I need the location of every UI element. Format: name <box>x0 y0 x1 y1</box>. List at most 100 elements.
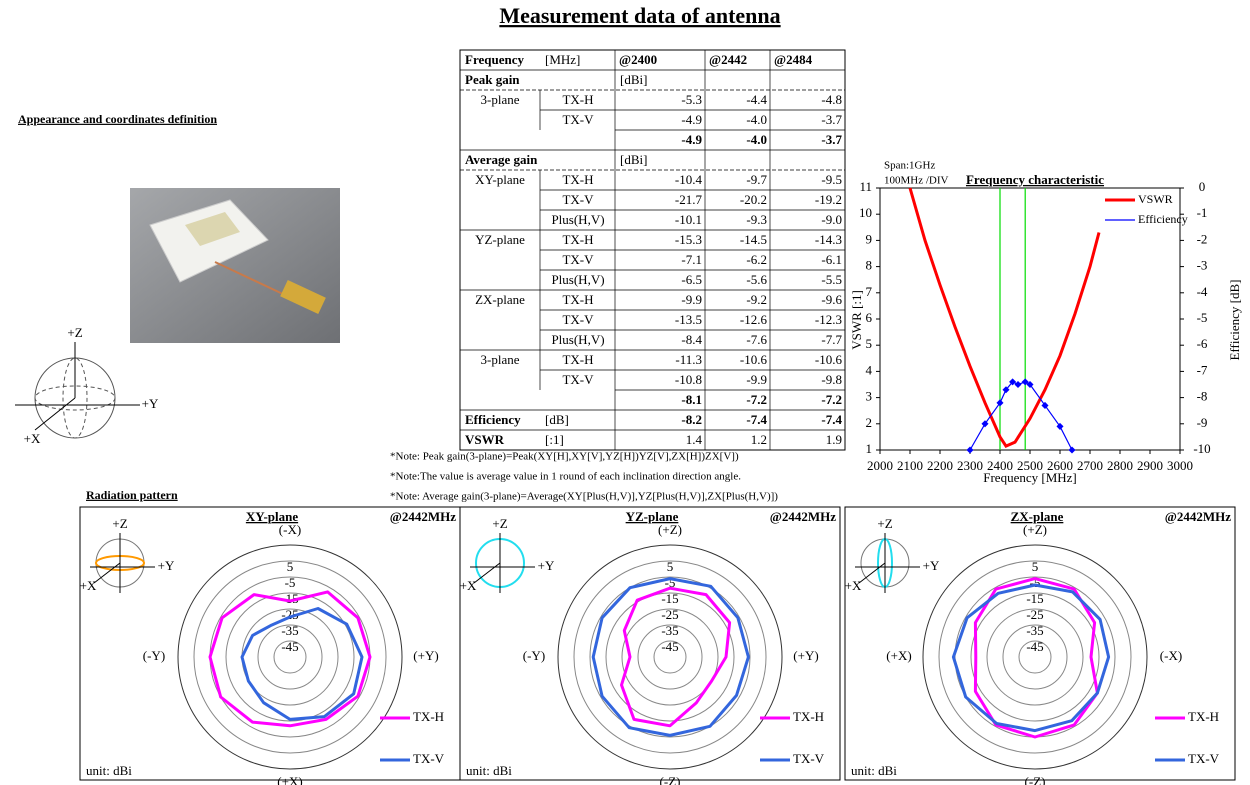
row-unit: [MHz] <box>545 52 580 67</box>
note: *Note:The value is average value in 1 ro… <box>390 471 741 483</box>
plot-frame <box>880 188 1180 450</box>
table-cell: -3.7 <box>821 112 842 127</box>
direction-label: (-X) <box>279 522 301 537</box>
row-type: TX-H <box>562 172 593 187</box>
table-cell: -6.2 <box>746 252 767 267</box>
table-cell: -15.3 <box>675 232 702 247</box>
table-cell: -4.8 <box>821 92 842 107</box>
r-tick-label: -35 <box>661 623 678 638</box>
table-cell: -3.7 <box>821 132 842 147</box>
table-cell: -7.4 <box>821 412 842 427</box>
table-cell: -7.2 <box>746 392 767 407</box>
table-cell: -11.3 <box>675 352 702 367</box>
y2-tick-label: -5 <box>1197 310 1208 325</box>
r-tick-label: -25 <box>1026 607 1043 622</box>
icon-label: +Z <box>492 516 507 531</box>
row-group: 3-plane <box>481 92 520 107</box>
direction-label: (-Z) <box>660 774 681 785</box>
unit-label: unit: dBi <box>466 763 512 778</box>
legend-label: TX-H <box>1188 709 1219 724</box>
table-cell: -5.3 <box>681 92 702 107</box>
table-cell: -10.6 <box>740 352 768 367</box>
r-tick-label: -15 <box>661 591 678 606</box>
r-tick-label: -25 <box>661 607 678 622</box>
table-cell: @2442 <box>709 52 747 67</box>
icon-label: +Y <box>923 558 940 573</box>
row-unit: [dBi] <box>620 152 647 167</box>
y2-tick-label: -1 <box>1197 205 1208 220</box>
icon-label: +X <box>845 578 862 593</box>
series-marker <box>1068 446 1075 453</box>
photo <box>130 188 340 343</box>
row-group: XY-plane <box>475 172 525 187</box>
row-type: TX-V <box>562 312 594 327</box>
icon-label: +X <box>460 578 477 593</box>
row-type: TX-H <box>562 92 593 107</box>
unit-label: unit: dBi <box>86 763 132 778</box>
direction-label: (+Z) <box>658 522 682 537</box>
table-cell: -6.1 <box>821 252 842 267</box>
table-cell: -7.7 <box>821 332 842 347</box>
freq-label: @2442MHz <box>1165 509 1231 524</box>
y2-tick-label: -4 <box>1197 284 1208 299</box>
y-tick-label: 4 <box>866 362 873 377</box>
y2-tick-label: 0 <box>1199 179 1206 194</box>
x-tick-label: 3000 <box>1167 458 1193 473</box>
page: Measurement data of antenna Appearance a… <box>0 0 1250 785</box>
table-cell: -10.1 <box>675 212 702 227</box>
direction-label: (-X) <box>1160 648 1182 663</box>
r-tick-label: -15 <box>1026 591 1043 606</box>
table-cell: -9.7 <box>746 172 767 187</box>
table-cell: -5.6 <box>746 272 767 287</box>
r-tick-label: 5 <box>287 559 294 574</box>
table-cell: -4.0 <box>746 132 767 147</box>
row-group: YZ-plane <box>475 232 525 247</box>
row-type: Plus(H,V) <box>551 272 604 287</box>
annotation: 100MHz /DIV <box>884 175 949 187</box>
y-tick-label: 8 <box>866 258 873 273</box>
direction-label: (+X) <box>277 774 302 785</box>
r-tick-label: -45 <box>281 639 298 654</box>
table-cell: -9.8 <box>821 372 842 387</box>
freq-label: @2442MHz <box>390 509 456 524</box>
direction-label: (+Z) <box>1023 522 1047 537</box>
panel-frame <box>80 507 460 780</box>
table-cell: -13.5 <box>675 312 702 327</box>
row-section: Average gain <box>465 152 538 167</box>
row-group: 3-plane <box>481 352 520 367</box>
table-cell: @2400 <box>619 52 657 67</box>
y-tick-label: 5 <box>866 336 873 351</box>
x-tick-label: 2900 <box>1137 458 1163 473</box>
legend-label: VSWR <box>1138 192 1173 206</box>
direction-label: (-Y) <box>143 648 165 663</box>
row-type: TX-V <box>562 112 594 127</box>
y2-tick-label: -9 <box>1197 415 1208 430</box>
table-cell: 1.9 <box>826 432 842 447</box>
table-cell: -4.9 <box>681 132 702 147</box>
row-type: TX-H <box>562 292 593 307</box>
y-axis-label: VSWR [:1] <box>849 290 864 350</box>
table-cell: -8.4 <box>681 332 702 347</box>
table-cell: -14.5 <box>740 232 767 247</box>
row-section: Peak gain <box>465 72 520 87</box>
row-unit: [dBi] <box>620 72 647 87</box>
table-cell: 1.2 <box>751 432 767 447</box>
row-unit: [dB] <box>545 412 569 427</box>
y2-tick-label: -3 <box>1197 258 1208 273</box>
table-cell: -7.2 <box>821 392 842 407</box>
table-cell: -9.6 <box>821 292 842 307</box>
section-label: Appearance and coordinates definition <box>18 112 217 126</box>
series-line <box>970 382 1072 450</box>
y-tick-label: 3 <box>866 389 873 404</box>
y2-tick-label: -10 <box>1193 441 1210 456</box>
table-cell: @2484 <box>774 52 813 67</box>
x-axis-label: Frequency [MHz] <box>983 470 1077 485</box>
coordinate-sphere: +Z +Y +X <box>15 325 159 446</box>
row-section: Frequency <box>465 52 524 67</box>
section-label: Radiation pattern <box>86 488 178 502</box>
table-cell: -8.1 <box>681 392 702 407</box>
r-tick-label: 5 <box>667 559 674 574</box>
legend-label: TX-V <box>413 751 445 766</box>
table-cell: -9.0 <box>821 212 842 227</box>
table-cell: -10.6 <box>815 352 843 367</box>
